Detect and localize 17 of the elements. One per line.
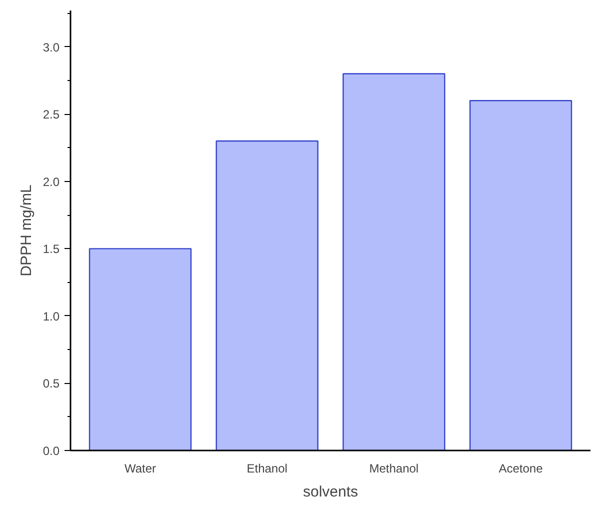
y-tick-label: 1.5	[42, 242, 60, 256]
bar	[88, 248, 192, 450]
y-tick-label: 2.5	[42, 108, 60, 122]
y-tick-label: 0.0	[42, 444, 60, 458]
y-axis-title: DPPH mg/mL	[18, 184, 35, 276]
x-tick-label: Acetone	[498, 462, 544, 476]
bar	[469, 100, 572, 450]
x-tick-label: Methanol	[369, 462, 419, 476]
bar	[216, 140, 318, 450]
y-tick-label: 3.0	[42, 40, 60, 54]
x-axis-title: solvents	[302, 484, 358, 500]
x-tick-label: Water	[124, 462, 156, 476]
bar	[342, 73, 446, 450]
x-tick-label: Ethanol	[246, 462, 288, 476]
y-tick-label: 2.0	[42, 174, 60, 189]
y-tick-label: 1.0	[42, 309, 60, 324]
y-tick-label: 0.5	[42, 376, 60, 391]
